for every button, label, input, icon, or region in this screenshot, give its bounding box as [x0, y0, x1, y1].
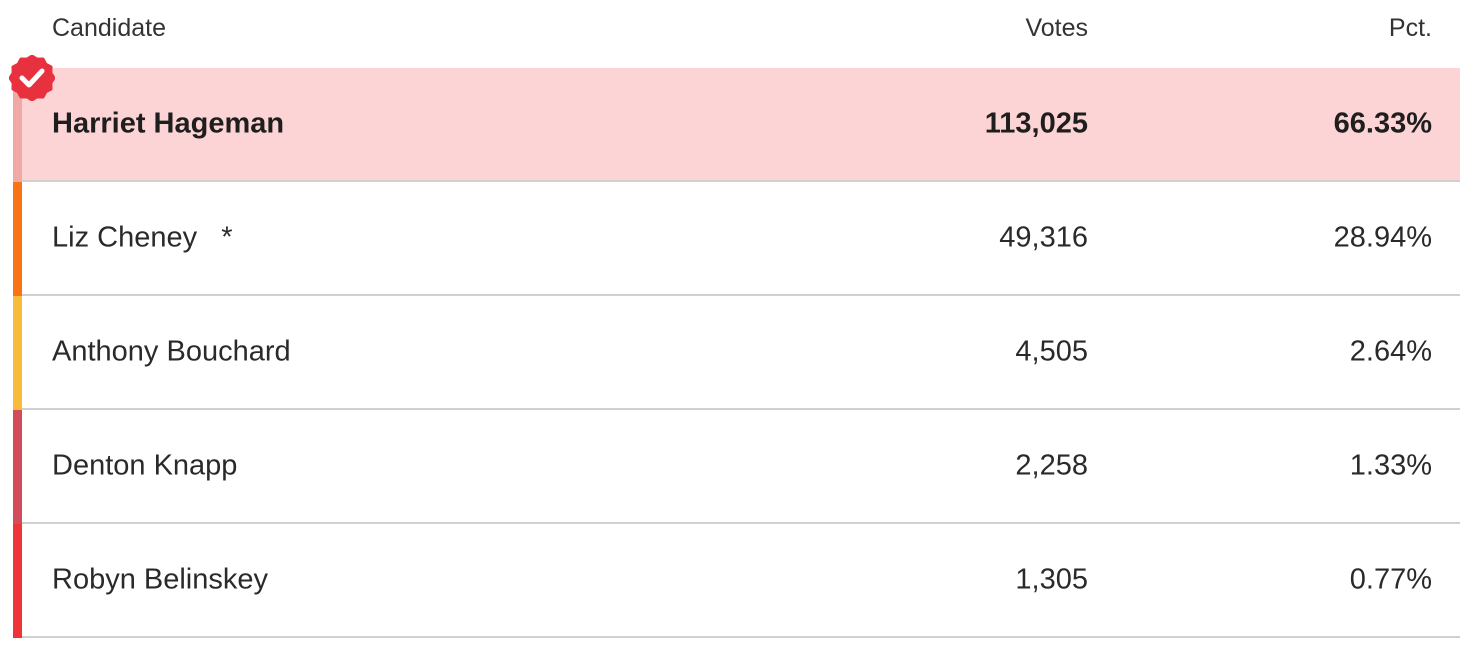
candidate-pct: 28.94% [1333, 221, 1432, 254]
column-header-pct: Pct. [1388, 14, 1432, 42]
table-row: Robyn Belinskey 1,305 0.77% [13, 524, 1460, 638]
winner-check-icon [9, 55, 55, 101]
candidate-votes: 113,025 [984, 107, 1088, 140]
table-row: Denton Knapp 2,258 1.33% [13, 410, 1460, 524]
candidate-votes: 49,316 [999, 221, 1088, 254]
candidate-color-bar [13, 410, 22, 524]
incumbent-marker: * [221, 221, 233, 254]
candidate-color-bar [13, 182, 22, 296]
candidate-color-bar [13, 68, 22, 182]
candidate-pct: 2.64% [1349, 335, 1432, 368]
candidate-votes: 4,505 [1015, 335, 1088, 368]
table-row: Anthony Bouchard 4,505 2.64% [13, 296, 1460, 410]
candidate-pct: 0.77% [1349, 563, 1432, 596]
table-row: Liz Cheney * 49,316 28.94% [13, 182, 1460, 296]
column-header-candidate: Candidate [52, 14, 166, 42]
candidate-color-bar [13, 524, 22, 638]
results-table-header: Candidate Votes Pct. [13, 0, 1460, 68]
candidate-name: Harriet Hageman [52, 107, 285, 140]
candidate-name: Liz Cheney * [52, 222, 233, 255]
results-table-body: Harriet Hageman 113,025 66.33% Liz Chene… [13, 68, 1460, 638]
candidate-name-text: Liz Cheney [52, 221, 198, 254]
candidate-pct: 1.33% [1349, 449, 1432, 482]
column-header-votes: Votes [1025, 14, 1088, 42]
candidate-name: Robyn Belinskey [52, 563, 268, 596]
table-row: Harriet Hageman 113,025 66.33% [13, 68, 1460, 182]
candidate-name: Anthony Bouchard [52, 335, 291, 368]
candidate-votes: 2,258 [1015, 449, 1088, 482]
candidate-pct: 66.33% [1333, 107, 1432, 140]
candidate-color-bar [13, 296, 22, 410]
candidate-votes: 1,305 [1015, 563, 1088, 596]
candidate-name: Denton Knapp [52, 449, 238, 482]
